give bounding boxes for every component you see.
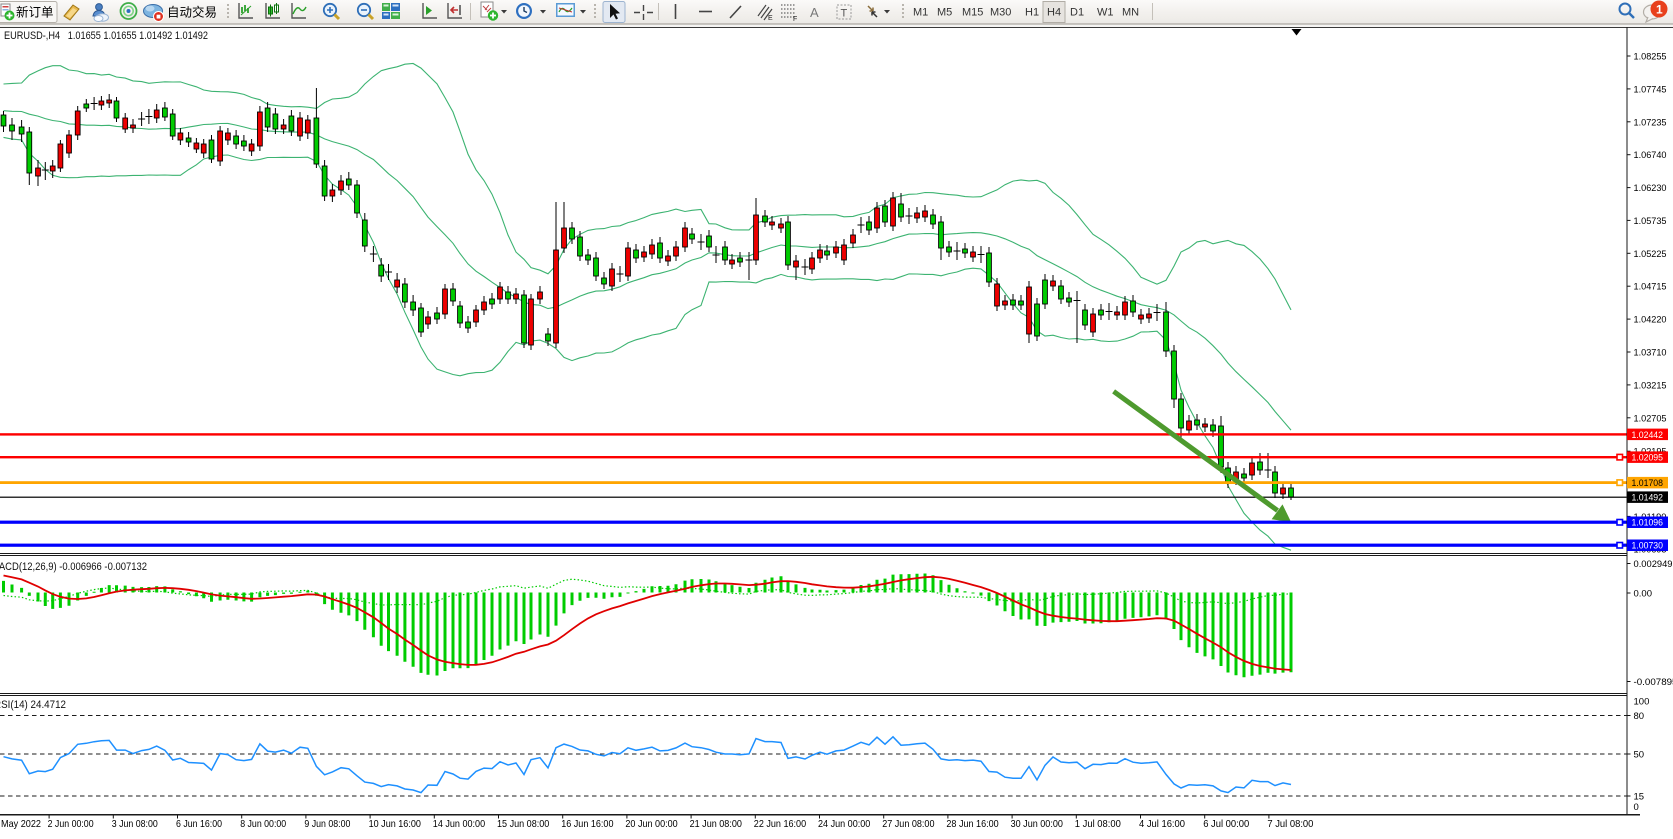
svg-text:MN: MN [1122, 7, 1139, 19]
svg-text:7 Jul 08:00: 7 Jul 08:00 [1267, 818, 1313, 830]
svg-text:1.01096: 1.01096 [1632, 518, 1664, 529]
svg-text:16 Jun 16:00: 16 Jun 16:00 [561, 818, 613, 830]
svg-text:50: 50 [1634, 750, 1645, 761]
svg-text:A: A [810, 5, 819, 20]
svg-text:15 Jun 08:00: 15 Jun 08:00 [497, 818, 549, 830]
svg-text:1.02095: 1.02095 [1632, 453, 1664, 464]
svg-text:H1: H1 [1025, 7, 1039, 19]
svg-text:20 Jun 00:00: 20 Jun 00:00 [625, 818, 677, 830]
svg-text:1 Jul 08:00: 1 Jul 08:00 [1075, 818, 1121, 830]
svg-text:1.02442: 1.02442 [1632, 430, 1664, 441]
svg-text:M15: M15 [962, 7, 983, 19]
svg-text:1.06230: 1.06230 [1634, 183, 1667, 194]
svg-text:自动交易: 自动交易 [167, 5, 217, 20]
svg-text:M30: M30 [990, 7, 1011, 19]
svg-text:9 Jun 08:00: 9 Jun 08:00 [304, 818, 350, 830]
svg-text:15: 15 [1634, 792, 1645, 803]
svg-text:1: 1 [1656, 3, 1663, 17]
svg-text:1.07235: 1.07235 [1634, 117, 1667, 128]
svg-text:1.04715: 1.04715 [1634, 282, 1667, 293]
svg-text:6 Jun 16:00: 6 Jun 16:00 [176, 818, 222, 830]
svg-text:1.04220: 1.04220 [1634, 315, 1667, 326]
svg-text:M1: M1 [913, 7, 928, 19]
svg-text:1.01708: 1.01708 [1632, 478, 1664, 489]
svg-text:E: E [768, 15, 773, 22]
svg-text:H4: H4 [1047, 7, 1061, 19]
svg-text:MACD(12,26,9) -0.006966 -0.007: MACD(12,26,9) -0.006966 -0.007132 [0, 561, 147, 573]
svg-text:80: 80 [1634, 711, 1645, 722]
svg-text:W1: W1 [1097, 7, 1114, 19]
svg-text:100: 100 [1634, 697, 1650, 708]
svg-text:1.03215: 1.03215 [1634, 380, 1667, 391]
svg-text:8 Jun 00:00: 8 Jun 00:00 [240, 818, 286, 830]
svg-text:RSI(14) 24.4712: RSI(14) 24.4712 [0, 699, 66, 711]
svg-text:2 Jun 00:00: 2 Jun 00:00 [48, 818, 94, 830]
svg-text:28 Jun 16:00: 28 Jun 16:00 [946, 818, 998, 830]
svg-text:F: F [793, 16, 797, 23]
svg-text:M5: M5 [937, 7, 952, 19]
svg-text:1.03710: 1.03710 [1634, 348, 1667, 359]
svg-text:-0.007895: -0.007895 [1634, 677, 1673, 688]
svg-text:1.08255: 1.08255 [1634, 52, 1667, 63]
svg-text:1.06740: 1.06740 [1634, 150, 1667, 161]
svg-text:1.01492: 1.01492 [1632, 493, 1664, 504]
svg-text:24 Jun 00:00: 24 Jun 00:00 [818, 818, 870, 830]
svg-text:May 2022: May 2022 [1, 818, 41, 830]
svg-text:10 Jun 16:00: 10 Jun 16:00 [369, 818, 421, 830]
svg-text:27 Jun 08:00: 27 Jun 08:00 [882, 818, 934, 830]
svg-text:D1: D1 [1070, 7, 1084, 19]
svg-text:1.02705: 1.02705 [1634, 413, 1667, 424]
svg-text:0: 0 [1634, 802, 1639, 813]
svg-text:T: T [841, 8, 848, 20]
svg-text:6 Jul 00:00: 6 Jul 00:00 [1203, 818, 1249, 830]
svg-text:3 Jun 08:00: 3 Jun 08:00 [112, 818, 158, 830]
svg-text:30 Jun 00:00: 30 Jun 00:00 [1011, 818, 1063, 830]
svg-text:4 Jul 16:00: 4 Jul 16:00 [1139, 818, 1185, 830]
svg-text:EURUSD-,H4 1.01655 1.01655 1: EURUSD-,H4 1.01655 1.01655 1.01492 1.014… [4, 30, 208, 42]
svg-text:14 Jun 00:00: 14 Jun 00:00 [433, 818, 485, 830]
svg-text:21 Jun 08:00: 21 Jun 08:00 [690, 818, 742, 830]
svg-text:0.002949: 0.002949 [1634, 559, 1673, 570]
svg-text:0.00: 0.00 [1634, 589, 1653, 600]
svg-text:22 Jun 16:00: 22 Jun 16:00 [754, 818, 806, 830]
svg-text:1.05225: 1.05225 [1634, 249, 1667, 260]
svg-text:1.00730: 1.00730 [1632, 541, 1664, 552]
svg-text:新订单: 新订单 [16, 5, 54, 20]
svg-text:1.05735: 1.05735 [1634, 216, 1667, 227]
svg-text:1.07745: 1.07745 [1634, 84, 1667, 95]
